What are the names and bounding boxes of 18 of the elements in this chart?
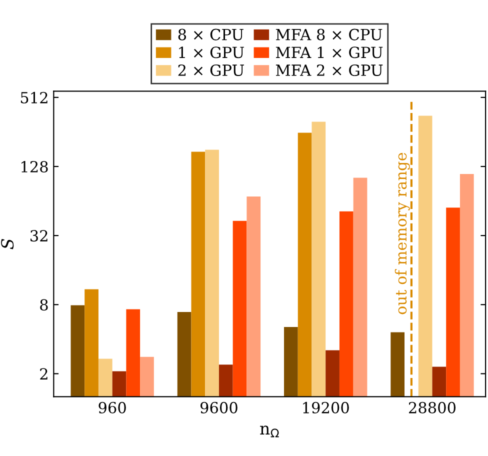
- y-tick-label: 512: [20, 92, 48, 104]
- x-axis-title: n$_{Ω}$: [260, 426, 279, 438]
- legend-label: MFA 8 × CPU: [276, 28, 382, 40]
- x-tick-label: 19200: [303, 402, 349, 414]
- y-tick-label: 32: [30, 230, 48, 242]
- legend-label: 8 × CPU: [178, 28, 244, 40]
- y-axis-title: S: [1, 239, 14, 250]
- x-tick-label: 960: [98, 402, 126, 414]
- legend-label: MFA 1 × GPU: [276, 46, 383, 58]
- y-tick-label: 2: [40, 368, 48, 380]
- x-tick-label: 9600: [200, 402, 238, 414]
- y-tick-label: 128: [22, 160, 48, 173]
- y-tick-label: 8: [40, 299, 48, 311]
- ref-line-label: out of memory range: [394, 152, 410, 314]
- legend-label: 1 × GPU: [179, 46, 244, 58]
- x-tick-label: 28800: [408, 402, 456, 414]
- legend-label: MFA 2 × GPU: [276, 64, 383, 76]
- legend-label: 2 × GPU: [178, 64, 244, 76]
